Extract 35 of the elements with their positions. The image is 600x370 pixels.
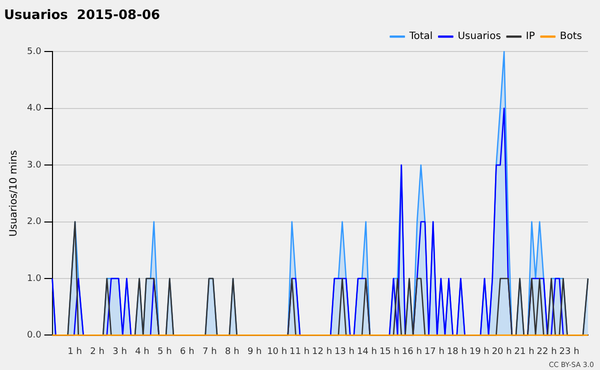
x-tick-label: 15 h xyxy=(379,346,400,357)
x-tick-label: 3 h xyxy=(112,346,127,357)
y-tick-label: 5.0 xyxy=(26,46,42,57)
y-tick-label: 0.0 xyxy=(26,330,42,341)
x-tick-label: 23 h xyxy=(559,346,580,357)
x-tick-label: 20 h xyxy=(492,346,512,357)
legend-label: Bots xyxy=(560,31,582,42)
legend-label: Usuarios xyxy=(458,31,501,42)
x-tick-label: 19 h xyxy=(469,346,490,357)
chart-title: Usuarios 2015-08-06 xyxy=(4,8,160,24)
x-tick-label: 1 h xyxy=(68,346,82,357)
x-tick-label: 5 h xyxy=(158,346,172,357)
x-tick-label: 18 h xyxy=(446,346,467,357)
x-tick-label: 8 h xyxy=(224,346,240,357)
x-tick-label: 11 h xyxy=(290,346,310,357)
legend-label: IP xyxy=(526,31,535,42)
x-tick-label: 10 h xyxy=(267,346,288,357)
x-tick-label: 16 h xyxy=(402,346,422,357)
x-tick-label: 17 h xyxy=(424,346,444,357)
y-tick-label: 2.0 xyxy=(26,217,42,228)
x-tick-label: 13 h xyxy=(334,346,355,357)
y-tick-label: 4.0 xyxy=(26,104,42,114)
x-tick-label: 12 h xyxy=(312,346,332,357)
x-tick-label: 21 h xyxy=(514,346,534,357)
x-tick-label: 9 h xyxy=(247,346,262,357)
x-tick-label: 6 h xyxy=(180,346,194,357)
x-tick-label: 2 h xyxy=(90,346,104,357)
y-tick-label: 3.0 xyxy=(26,160,42,170)
y-tick-label: 1.0 xyxy=(26,274,42,284)
x-tick-label: 14 h xyxy=(356,346,377,357)
legend-label: Total xyxy=(408,31,433,42)
x-tick-label: 7 h xyxy=(202,346,217,357)
x-tick-label: 22 h xyxy=(536,346,557,357)
x-tick-label: 4 h xyxy=(135,346,150,357)
y-axis-title: Usuarios/10 mins xyxy=(8,150,20,237)
